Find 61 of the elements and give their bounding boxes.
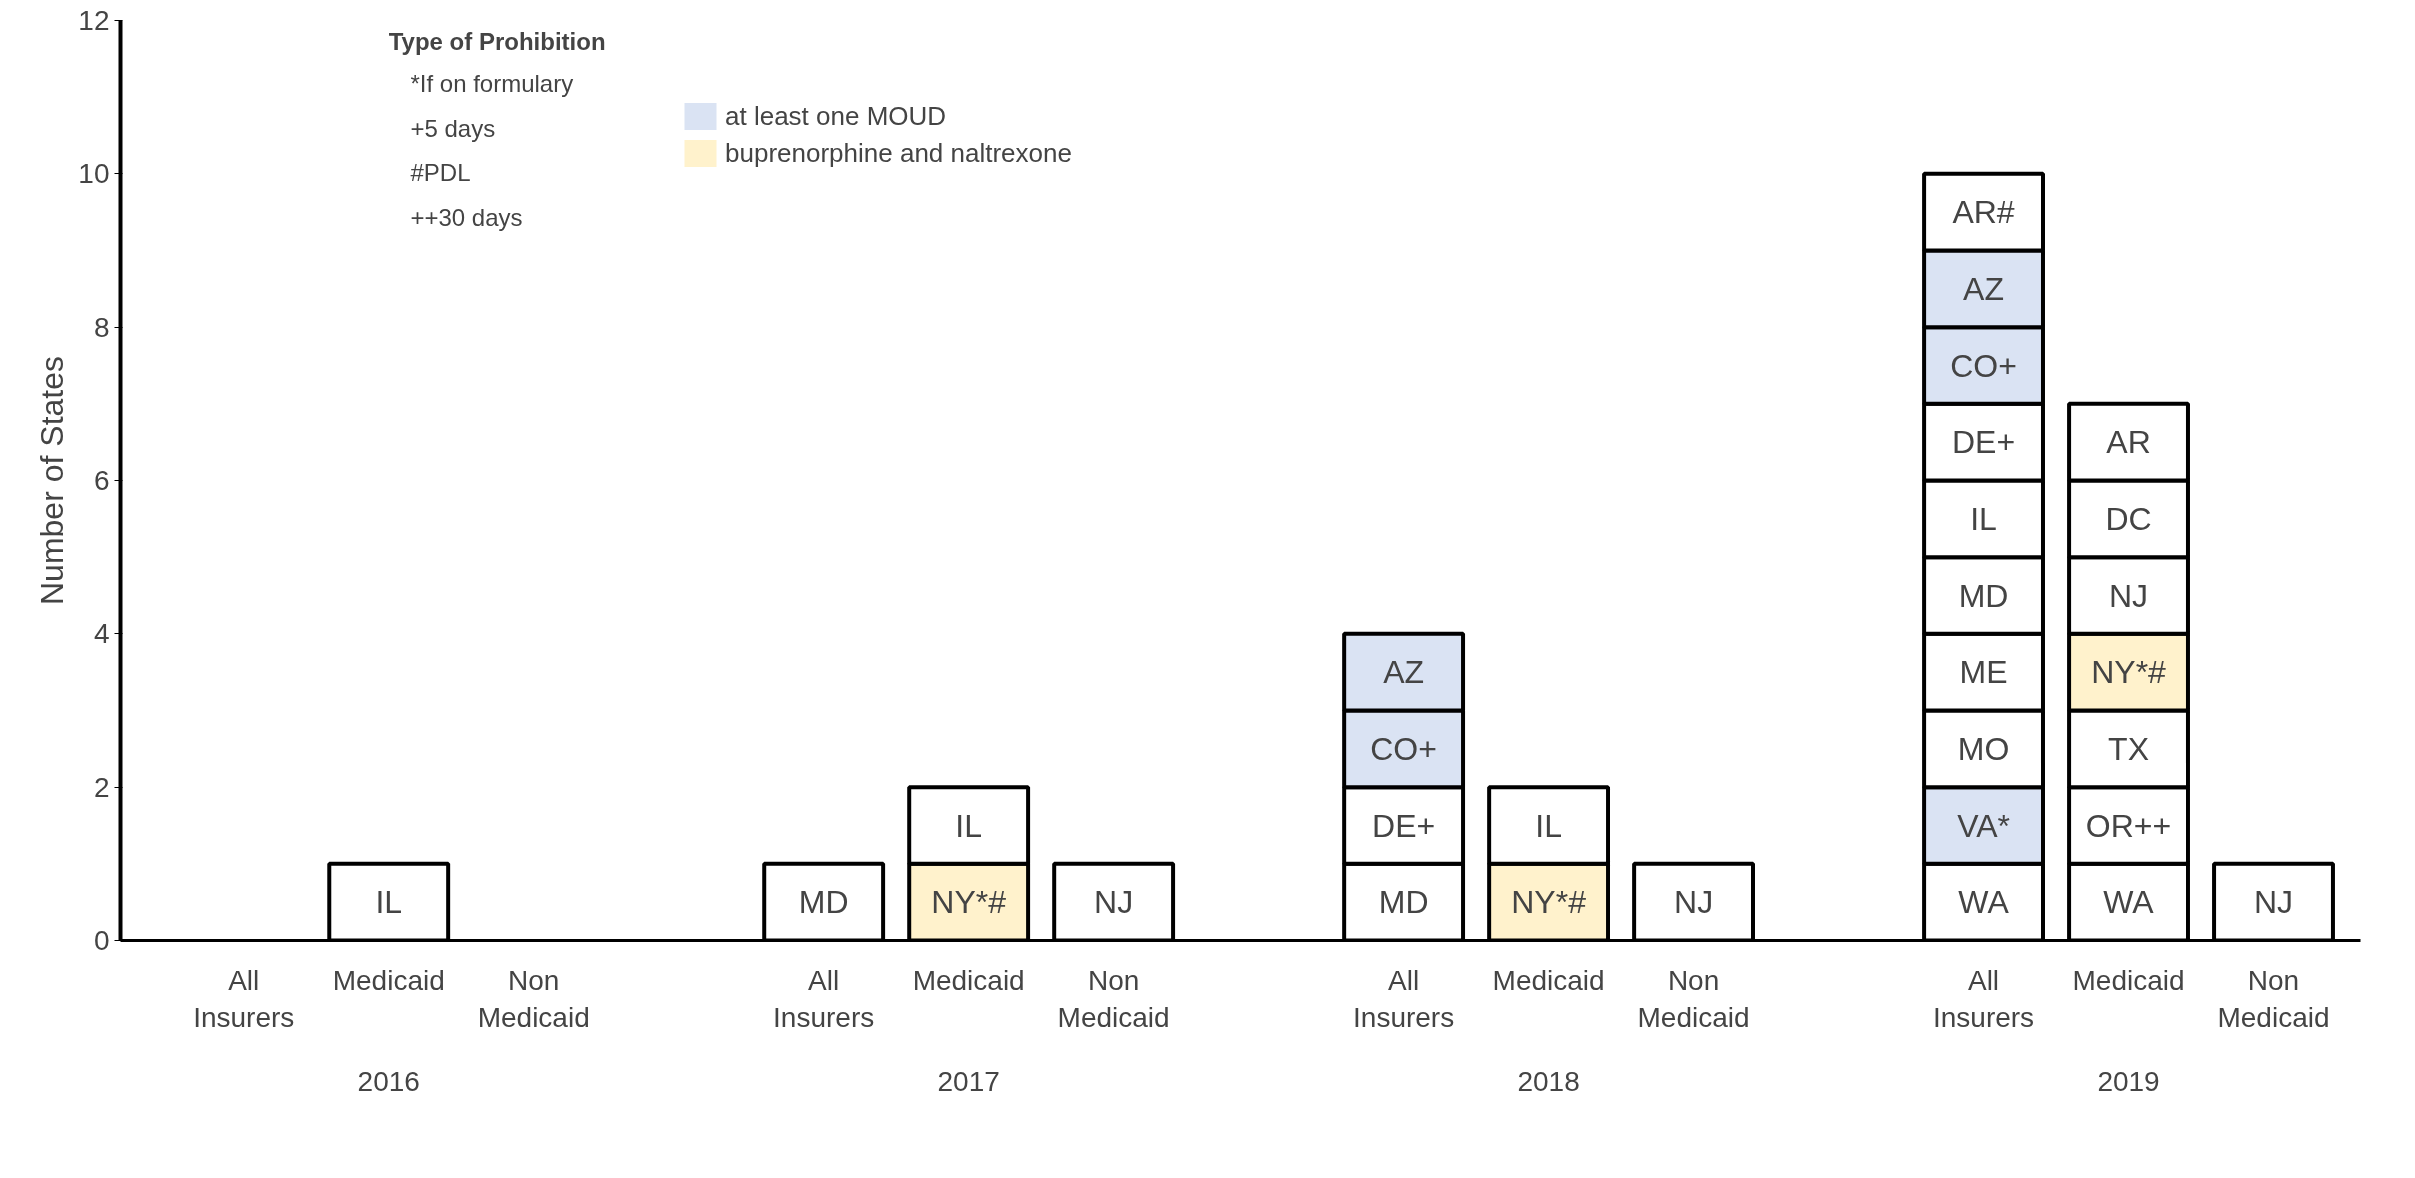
data-label: NY*# [931, 884, 1007, 921]
data-label: IL [1535, 807, 1562, 844]
y-tick-label: 8 [93, 311, 110, 343]
data-label: CO+ [1950, 347, 2017, 384]
y-tick-label: 2 [93, 771, 110, 803]
annotation: *If on formulary [410, 70, 574, 98]
data-label: MO [1957, 730, 2010, 767]
data-label: MD [798, 884, 849, 921]
y-tick-label: 0 [93, 925, 110, 956]
legend-label: at least one MOUD [725, 100, 947, 132]
x-tick-label: Non Medicaid [477, 964, 590, 1033]
x-tick-label: Medicaid [332, 964, 445, 996]
x-tick-label: All Insurers [773, 964, 875, 1033]
legend-title: Type of Prohibition [388, 28, 606, 55]
y-tick-label: 4 [93, 618, 110, 650]
y-tick-label: 6 [93, 465, 110, 496]
data-label: DC [2105, 500, 2152, 537]
y-tick-label: 12 [78, 5, 110, 36]
data-label: NJ [2108, 577, 2149, 614]
data-label: DE+ [1951, 424, 2016, 461]
annotation: #PDL [410, 159, 471, 187]
x-tick-label: All Insurers [1353, 964, 1455, 1033]
text: 2019 [2097, 1065, 2160, 1097]
data-label: AR [2106, 424, 2151, 461]
x-tick-label: Medicaid [1492, 964, 1605, 996]
y-tick-label: 10 [78, 158, 110, 190]
data-label: ME [1959, 654, 2008, 691]
y-axis-title: Number of States [34, 356, 71, 605]
data-label: AR# [1952, 194, 2015, 231]
data-label: VA* [1957, 807, 2010, 844]
text: 2018 [1517, 1065, 1580, 1097]
data-label: NY*# [2091, 654, 2167, 691]
x-tick-label: Non Medicaid [1637, 964, 1750, 1033]
data-label: NJ [1674, 884, 1714, 921]
data-label: AZ [1963, 270, 2004, 307]
x-tick-label: Medicaid [912, 964, 1025, 996]
x-tick-label: All Insurers [1932, 964, 2035, 1033]
data-label: WA [1958, 884, 2010, 921]
text: 2016 [357, 1065, 420, 1097]
data-label: IL [375, 884, 403, 921]
data-label: DE+ [1372, 807, 1436, 844]
data-label: AZ [1383, 654, 1425, 691]
data-label: TX [2108, 730, 2149, 767]
data-label: MD [1958, 577, 2009, 614]
data-label: OR++ [2085, 807, 2172, 844]
data-label: IL [955, 807, 982, 844]
x-tick-label: Non Medicaid [1057, 964, 1170, 1033]
data-label: WA [2103, 884, 2155, 921]
annotation: +5 days [410, 114, 496, 142]
legend-label: buprenorphine and naltrexone [725, 137, 1072, 169]
data-label: NJ [1094, 884, 1134, 921]
data-label: NJ [2253, 884, 2294, 921]
data-label: IL [1970, 500, 1997, 537]
data-label: NY*# [1511, 884, 1587, 921]
x-tick-label: All Insurers [193, 964, 295, 1033]
x-tick-label: Non Medicaid [2217, 964, 2330, 1033]
text: 2017 [937, 1065, 1000, 1097]
data-label: CO+ [1370, 730, 1437, 767]
x-tick-label: Medicaid [2072, 964, 2185, 996]
annotation: ++30 days [410, 203, 523, 231]
data-label: MD [1378, 884, 1429, 921]
